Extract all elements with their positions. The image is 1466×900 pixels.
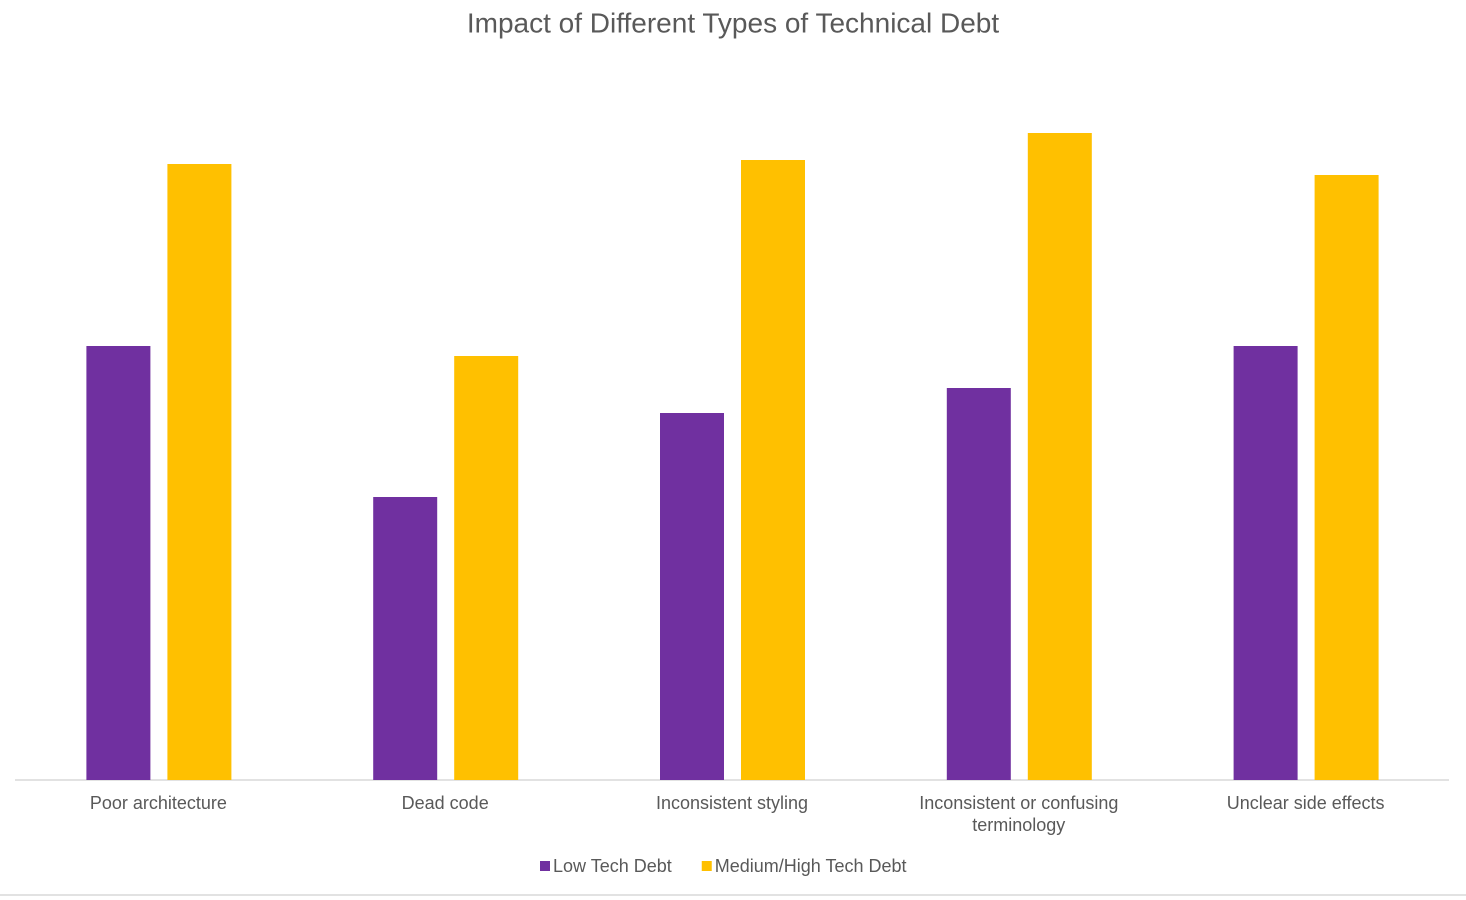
x-tick-label: Dead code [401,793,489,813]
x-tick-label: Unclear side effects [1226,793,1385,813]
legend-swatch [701,861,712,871]
bar [454,356,519,780]
bar [373,497,438,780]
x-tick-label: Inconsistent styling [655,793,809,813]
chart-title: Impact of Different Types of Technical D… [467,7,1000,38]
bar [1233,346,1298,780]
bar [660,413,724,780]
legend-label: Low Tech Debt [553,856,672,876]
bar [1027,133,1092,780]
bar [1314,175,1379,780]
bar [741,160,805,780]
x-tick-label: Inconsistent or confusing terminology [919,793,1119,835]
legend-label: Medium/High Tech Debt [715,856,907,876]
legend-swatch [540,861,550,871]
bar [946,388,1011,780]
bar [167,164,232,780]
x-tick-label: Poor architecture [89,793,227,813]
bar [86,346,151,780]
